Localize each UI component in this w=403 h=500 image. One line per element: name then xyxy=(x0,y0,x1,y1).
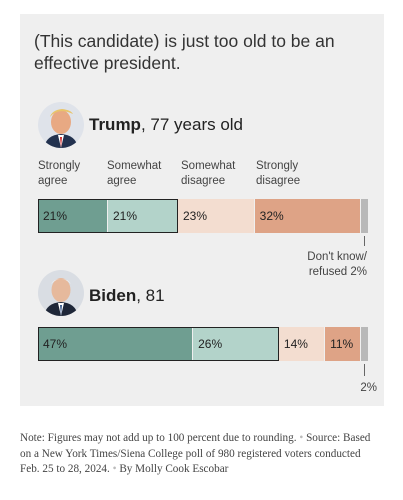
trump-bar: 21% 21% 23% 32% xyxy=(38,199,368,233)
source-note: Note: Figures may not add up to 100 perc… xyxy=(20,432,371,475)
legend-somewhat-agree: Somewhat agree xyxy=(107,160,162,187)
biden-label: Biden, 81 xyxy=(89,286,165,306)
trump-name: Trump xyxy=(89,115,141,134)
biden-age: , 81 xyxy=(136,286,165,305)
trump-value-label: 21% xyxy=(113,209,138,223)
trump-dk-tick xyxy=(364,236,365,246)
trump-dk-label: Don't know/refused 2% xyxy=(307,251,367,278)
biden-value-label: 47% xyxy=(43,337,68,351)
trump-age: , 77 years old xyxy=(140,115,244,134)
trump-label: Trump, 77 years old xyxy=(89,115,243,135)
trump-value-label: 21% xyxy=(43,209,68,223)
legend-strongly-agree: Strongly agree xyxy=(38,160,81,187)
biden-bar: 47% 26% 14% 11% xyxy=(38,327,368,361)
trump-value-label: 23% xyxy=(183,209,208,223)
biden-segment-somewhat-disagree: 14% xyxy=(278,327,325,361)
legend-somewhat-disagree: Somewhat disagree xyxy=(181,160,236,187)
biden-segment-dont-know xyxy=(361,327,368,361)
trump-segment-strongly-disagree: 32% xyxy=(254,199,361,233)
biden-value-label: 14% xyxy=(283,337,308,351)
biden-dk-label: 2% xyxy=(360,382,377,394)
biden-segment-somewhat-agree: 26% xyxy=(193,327,278,361)
biden-segment-strongly-agree: 47% xyxy=(38,327,193,361)
legend-strongly-disagree: Strongly disagree xyxy=(256,160,301,187)
trump-segment-strongly-agree: 21% xyxy=(38,199,107,233)
biden-name: Biden xyxy=(89,286,137,305)
trump-value-label: 32% xyxy=(259,209,284,223)
biden-value-label: 11% xyxy=(330,337,354,351)
biden-value-label: 26% xyxy=(198,337,223,351)
trump-segment-somewhat-agree: 21% xyxy=(108,199,177,233)
biden-segment-strongly-disagree: 11% xyxy=(325,327,361,361)
trump-segment-dont-know xyxy=(361,199,368,233)
biden-portrait-icon xyxy=(38,270,84,316)
biden-dk-tick xyxy=(364,364,365,376)
trump-segment-somewhat-disagree: 23% xyxy=(178,199,254,233)
chart-title: (This candidate) is just too old to be a… xyxy=(34,31,335,73)
trump-portrait-icon xyxy=(38,102,84,148)
